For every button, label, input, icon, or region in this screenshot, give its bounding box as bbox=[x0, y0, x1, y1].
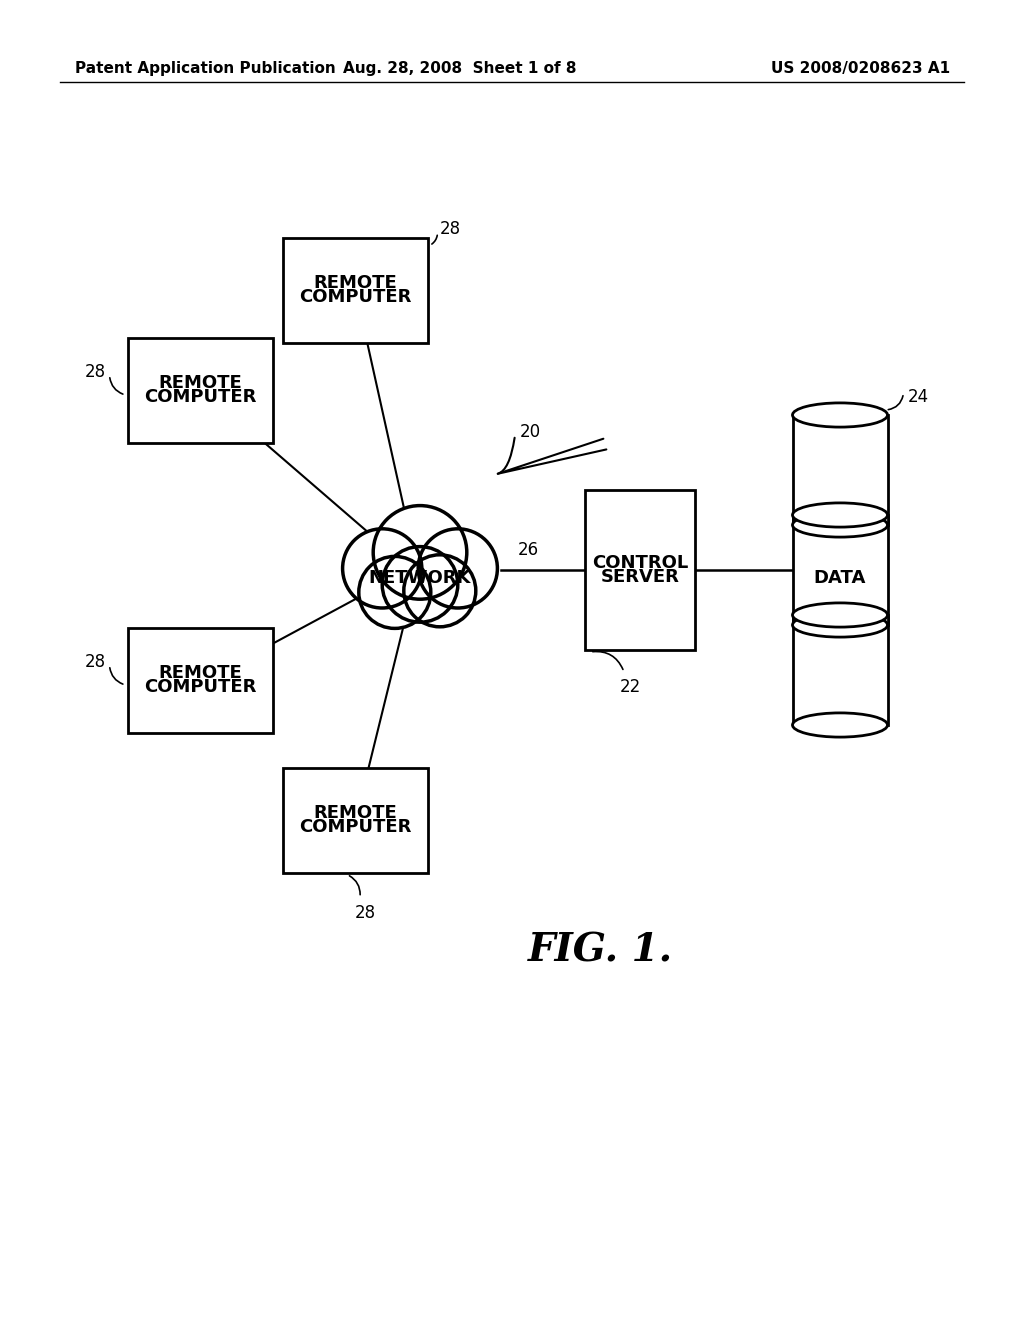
Text: 28: 28 bbox=[84, 363, 105, 381]
Text: COMPUTER: COMPUTER bbox=[143, 388, 256, 407]
Text: REMOTE: REMOTE bbox=[313, 804, 397, 822]
Bar bbox=[128, 338, 272, 442]
Text: SERVER: SERVER bbox=[600, 568, 680, 586]
Ellipse shape bbox=[793, 713, 888, 737]
Circle shape bbox=[418, 529, 498, 609]
Text: Patent Application Publication: Patent Application Publication bbox=[75, 61, 336, 75]
Circle shape bbox=[403, 554, 476, 627]
Text: 28: 28 bbox=[439, 220, 461, 239]
Text: FIG. 1.: FIG. 1. bbox=[527, 931, 673, 969]
Text: REMOTE: REMOTE bbox=[313, 273, 397, 292]
Circle shape bbox=[382, 546, 458, 622]
Bar bbox=[128, 627, 272, 733]
Circle shape bbox=[343, 529, 422, 609]
Ellipse shape bbox=[793, 503, 888, 527]
Text: COMPUTER: COMPUTER bbox=[299, 288, 412, 306]
Text: US 2008/0208623 A1: US 2008/0208623 A1 bbox=[771, 61, 950, 75]
Text: 28: 28 bbox=[354, 904, 376, 923]
Bar bbox=[283, 767, 427, 873]
Bar bbox=[793, 615, 888, 725]
Text: 28: 28 bbox=[84, 653, 105, 671]
Bar bbox=[283, 238, 427, 342]
Text: 26: 26 bbox=[518, 541, 539, 558]
Ellipse shape bbox=[793, 612, 888, 638]
Text: NETWORK: NETWORK bbox=[369, 569, 471, 587]
Text: CONTROL: CONTROL bbox=[592, 554, 688, 572]
Circle shape bbox=[358, 557, 431, 628]
Text: 20: 20 bbox=[520, 422, 541, 441]
Text: DATA: DATA bbox=[814, 569, 866, 587]
Ellipse shape bbox=[793, 513, 888, 537]
Text: COMPUTER: COMPUTER bbox=[299, 818, 412, 836]
Text: 22: 22 bbox=[620, 678, 641, 696]
Ellipse shape bbox=[793, 403, 888, 428]
Text: 24: 24 bbox=[907, 388, 929, 407]
Bar bbox=[585, 490, 695, 649]
Text: COMPUTER: COMPUTER bbox=[143, 678, 256, 696]
Text: Aug. 28, 2008  Sheet 1 of 8: Aug. 28, 2008 Sheet 1 of 8 bbox=[343, 61, 577, 75]
Circle shape bbox=[373, 506, 467, 599]
Text: REMOTE: REMOTE bbox=[158, 374, 242, 392]
Text: REMOTE: REMOTE bbox=[158, 664, 242, 682]
Ellipse shape bbox=[793, 603, 888, 627]
Bar bbox=[793, 414, 888, 525]
Bar bbox=[793, 515, 888, 624]
